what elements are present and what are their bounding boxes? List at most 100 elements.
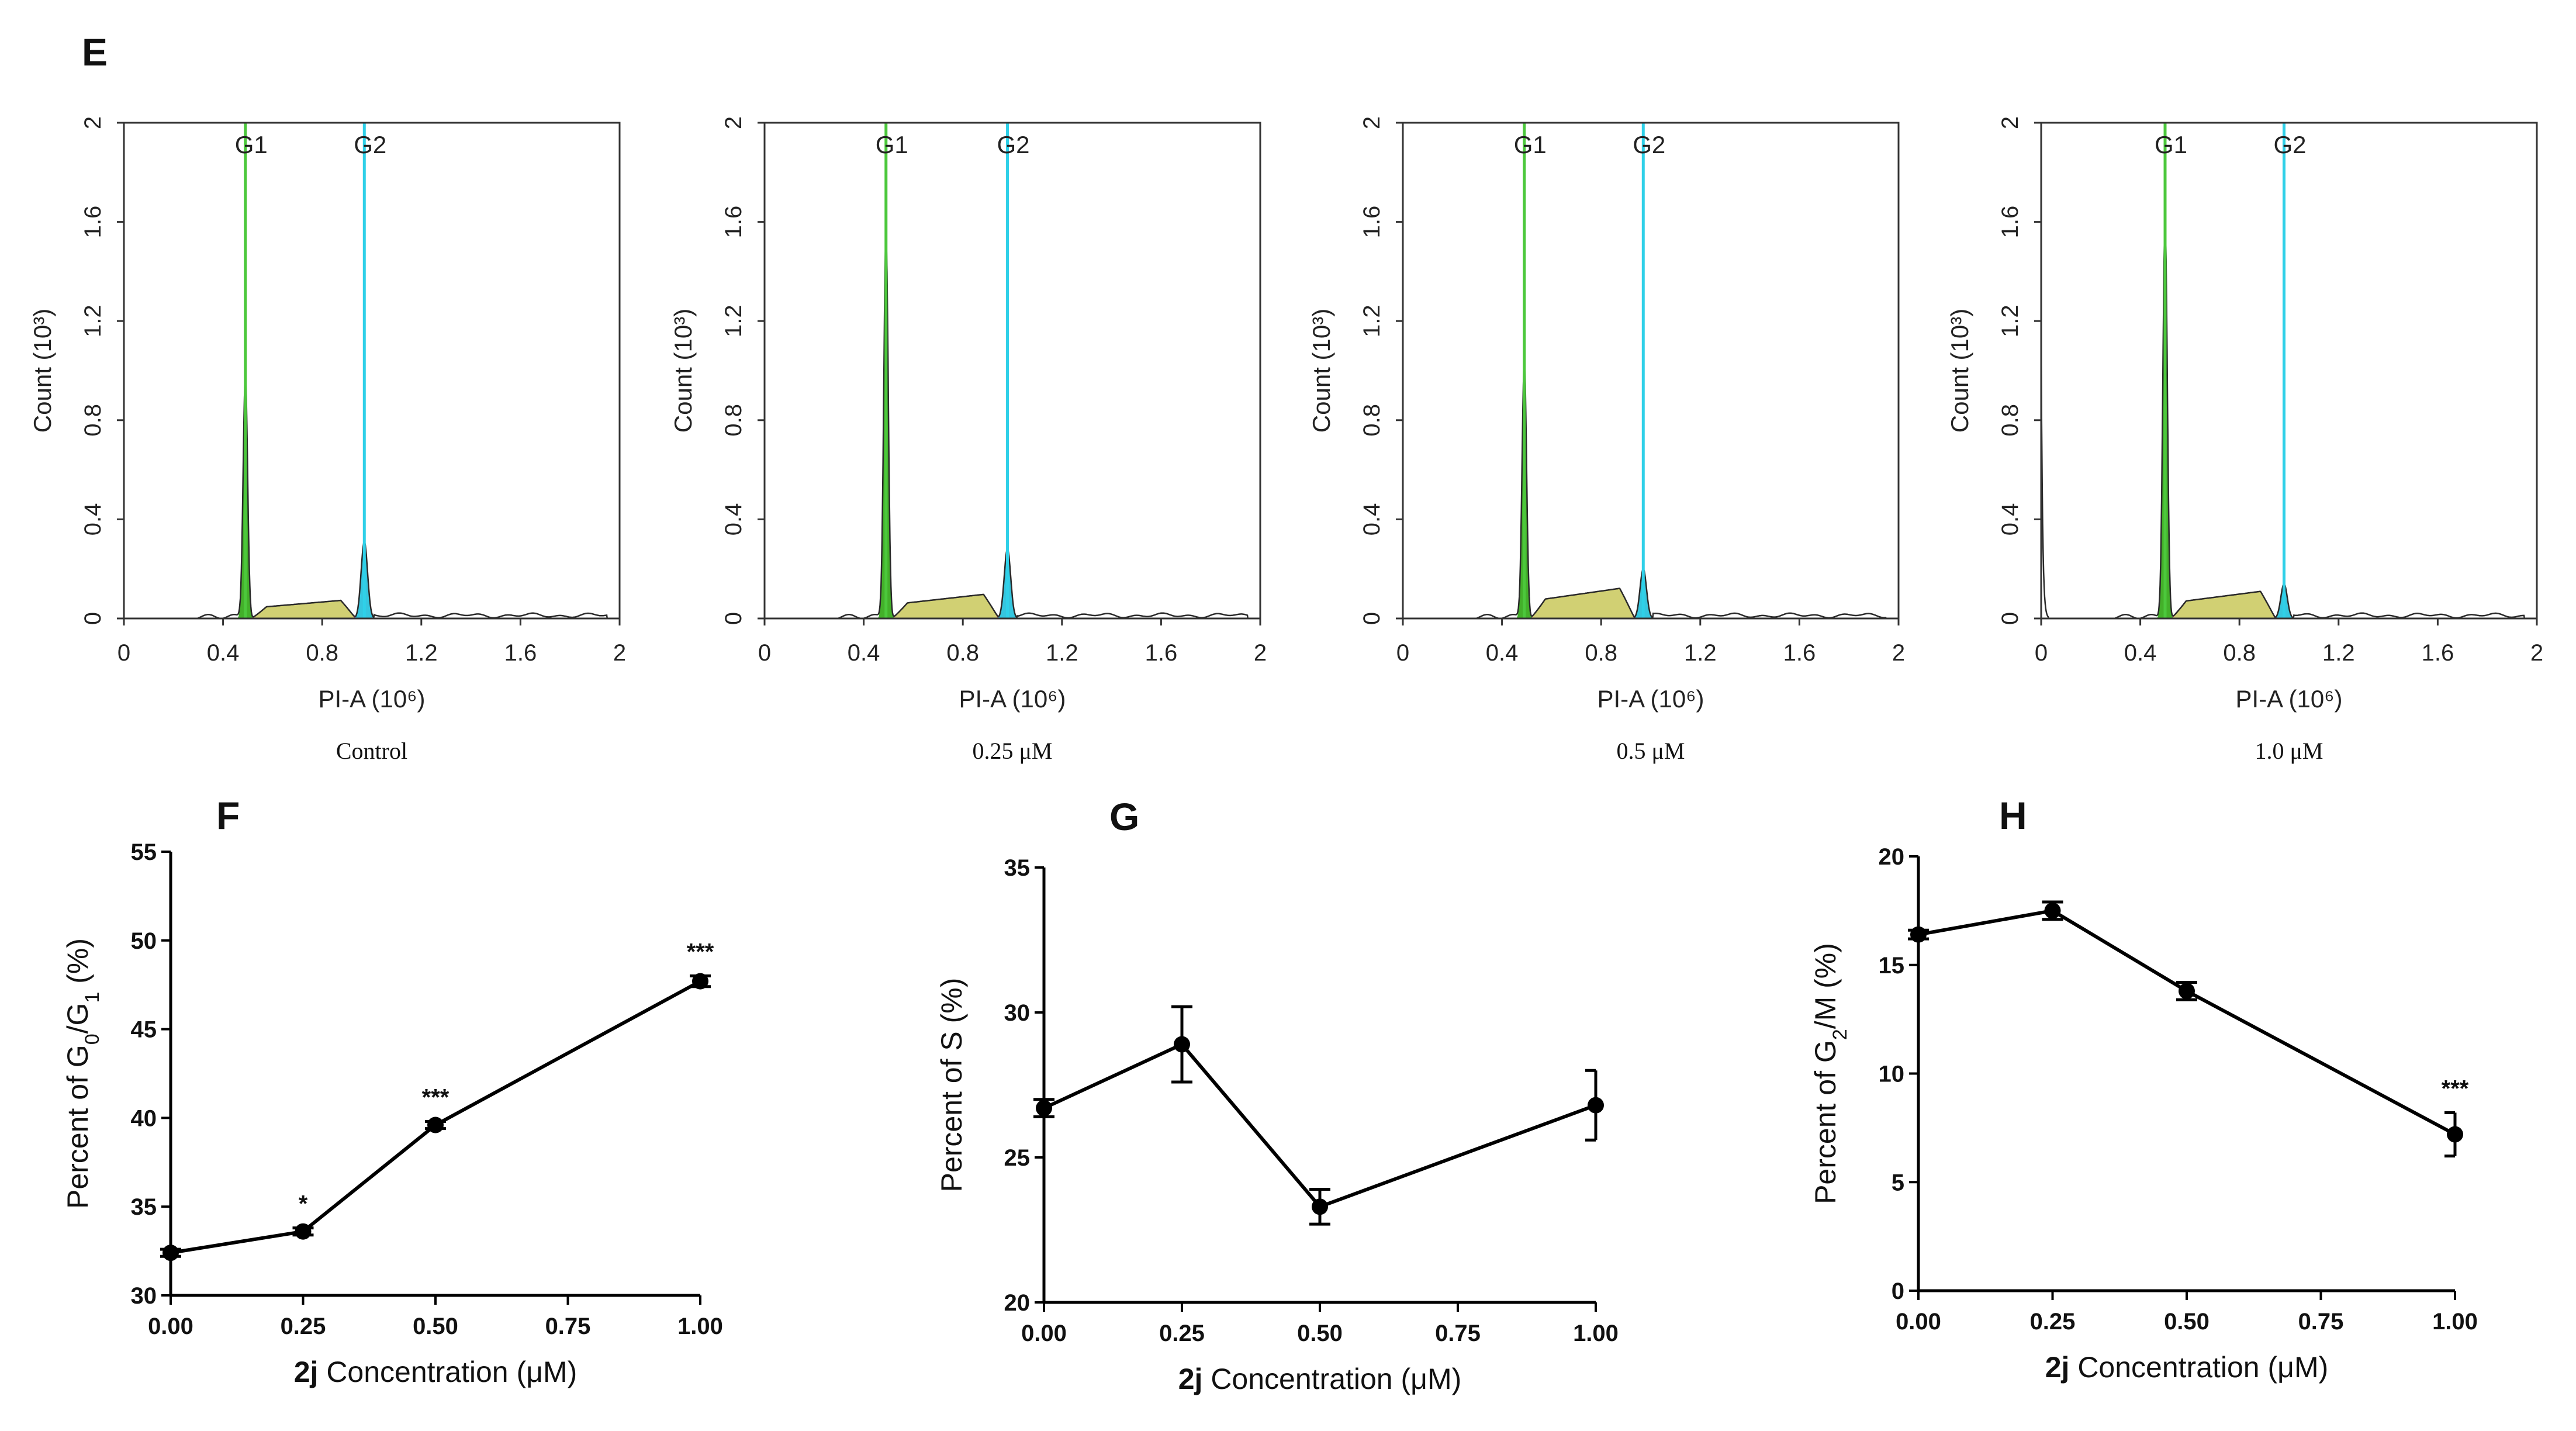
plot-frame <box>763 122 1261 620</box>
data-point <box>162 1245 179 1261</box>
y-tick-label: 0 <box>1892 1278 1904 1304</box>
flow-cytometry-histograms: G1 G2 0 0.4 0.8 1.2 1.6 2 0 0.4 0.8 1.2 1.6 2 PI-A (10… <box>29 116 2543 764</box>
x-tick-label: 0.25 <box>2030 1309 2076 1335</box>
y-axis-title-subscript: 1 <box>81 992 103 1003</box>
g2-gate-label: G2 <box>1633 131 1665 158</box>
y-tick-label: 50 <box>131 928 157 954</box>
g1-gate-label: G1 <box>2155 131 2187 158</box>
significance-mark: *** <box>2442 1076 2469 1101</box>
histogram-curve <box>2040 222 2537 620</box>
x-tick-label: 2 <box>2530 640 2543 666</box>
x-tick-label: 2 <box>1254 640 1267 666</box>
y-tick-label: 55 <box>131 839 157 865</box>
line-chart-h: 0 5 10 15 20 0.00 0.25 0.50 0.75 1.00 2j Concentra… <box>1809 844 2478 1384</box>
x-axis-title: 2j Concentration (μM) <box>2045 1351 2329 1384</box>
s-phase-fill <box>1529 587 1636 619</box>
significance-mark: *** <box>687 939 714 965</box>
line-chart-f: 30 35 40 45 50 55 0.00 0.25 0.50 0.75 1.00 2j Conce… <box>61 839 723 1388</box>
g2-gate-label: G2 <box>2274 131 2307 158</box>
x-tick-label: 1.6 <box>1783 640 1816 666</box>
x-tick-label: 0.50 <box>413 1314 458 1339</box>
y-tick-label: 0.4 <box>80 503 106 536</box>
x-tick-label: 0.00 <box>148 1314 193 1339</box>
y-axis-title-subscript: 0 <box>81 1034 103 1045</box>
y-tick-label: 1.2 <box>80 305 106 337</box>
y-tick-label: 30 <box>131 1283 157 1309</box>
y-axis-title: Percent of G2/M (%) <box>1809 943 1851 1204</box>
y-tick-label: 35 <box>131 1194 157 1220</box>
y-tick-label: 0.4 <box>721 503 746 536</box>
data-point <box>1174 1036 1190 1053</box>
g2-gate-label: G2 <box>997 131 1030 158</box>
y-tick-label: 0.4 <box>1359 503 1385 536</box>
x-axis-title-compound: 2j <box>1178 1363 1203 1395</box>
x-tick-label: 0.25 <box>1159 1321 1205 1346</box>
y-axis-title-text: /G <box>61 1003 94 1034</box>
plot-frame <box>2040 122 2538 620</box>
y-tick-label: 1.6 <box>80 206 106 238</box>
y-tick-label: 0 <box>1359 612 1385 625</box>
y-axis-title-text: Percent of S (%) <box>935 978 968 1192</box>
condition-caption: 0.5 μM <box>1616 738 1685 764</box>
y-tick-label: 1.2 <box>721 305 746 337</box>
y-tick-label: 1.2 <box>1359 305 1385 337</box>
y-axis-title-text: (%) <box>61 938 94 992</box>
y-tick-label: 0.8 <box>1359 404 1385 437</box>
line-chart-g: 20 25 30 35 0.00 0.25 0.50 0.75 1.00 2j Concentra… <box>935 855 1619 1395</box>
x-axis-title-compound: 2j <box>294 1356 319 1388</box>
data-point <box>1036 1100 1052 1117</box>
x-tick-label: 2 <box>613 640 626 666</box>
y-tick-label: 2 <box>721 116 746 129</box>
y-axis-title: Count (10³) <box>1308 309 1335 433</box>
x-tick-label: 1.6 <box>504 640 537 666</box>
y-axis-title-subscript: 2 <box>1829 1029 1851 1040</box>
histogram-curve <box>124 375 620 620</box>
x-tick-label: 0.8 <box>946 640 979 666</box>
y-tick-label: 0.4 <box>1997 503 2023 536</box>
data-point <box>427 1117 444 1133</box>
plot-frame <box>123 122 621 620</box>
x-axis-title-text: Concentration (μM) <box>2069 1351 2328 1384</box>
data-point <box>2044 902 2061 919</box>
x-tick-label: 2 <box>1892 640 1905 666</box>
x-tick-label: 0 <box>117 640 130 666</box>
x-tick-label: 1.6 <box>2422 640 2454 666</box>
data-point <box>1588 1097 1604 1114</box>
data-point <box>2447 1126 2463 1143</box>
x-tick-label: 1.6 <box>1145 640 1178 666</box>
g1-gate-label: G1 <box>876 131 908 158</box>
y-tick-label: 0 <box>1997 612 2023 625</box>
x-tick-label: 0.00 <box>1021 1321 1067 1346</box>
y-axis-title-text: Percent of G <box>1809 1040 1842 1204</box>
panel-h-label: H <box>1999 794 2027 837</box>
histogram-panel-3: G1 G2 0 0.4 0.8 1.2 1.6 2 0 0.4 0.8 1.2 1.6 2 PI-A (10… <box>1308 116 1905 764</box>
histogram-curve <box>1403 360 1899 620</box>
y-tick-label: 1.6 <box>1997 206 2023 238</box>
condition-caption: 0.25 μM <box>972 738 1052 764</box>
histogram-panel-2: G1 G2 0 0.4 0.8 1.2 1.6 2 0 0.4 0.8 1.2 1.6 2 PI-A (10… <box>669 116 1267 764</box>
y-tick-label: 0.8 <box>1997 404 2023 437</box>
plot-frame <box>1402 122 1900 620</box>
y-tick-label: 15 <box>1879 953 1905 979</box>
data-point <box>2179 983 2195 1000</box>
x-tick-label: 1.2 <box>1046 640 1078 666</box>
y-axis-title: Percent of G0/G1 (%) <box>61 938 103 1209</box>
data-point <box>295 1223 312 1240</box>
y-tick-label: 1.6 <box>721 206 746 238</box>
x-tick-label: 1.00 <box>677 1314 723 1339</box>
x-axis-title: PI-A (10⁶) <box>318 685 425 713</box>
x-tick-label: 0 <box>1396 640 1409 666</box>
x-axis-title: 2j Concentration (μM) <box>1178 1363 1462 1395</box>
data-point <box>692 973 708 990</box>
data-point <box>1312 1198 1328 1215</box>
x-tick-label: 1.2 <box>1684 640 1717 666</box>
x-tick-label: 0.75 <box>1435 1321 1481 1346</box>
x-tick-label: 0.8 <box>2223 640 2256 666</box>
histogram-panel-1: G1 G2 0 0.4 0.8 1.2 1.6 2 0 0.4 0.8 1.2 1.6 2 PI-A (10… <box>29 116 626 764</box>
x-tick-label: 0.75 <box>545 1314 591 1339</box>
series-line <box>1918 908 2456 1136</box>
g1-gate-label: G1 <box>1514 131 1547 158</box>
y-tick-label: 5 <box>1892 1170 1904 1195</box>
